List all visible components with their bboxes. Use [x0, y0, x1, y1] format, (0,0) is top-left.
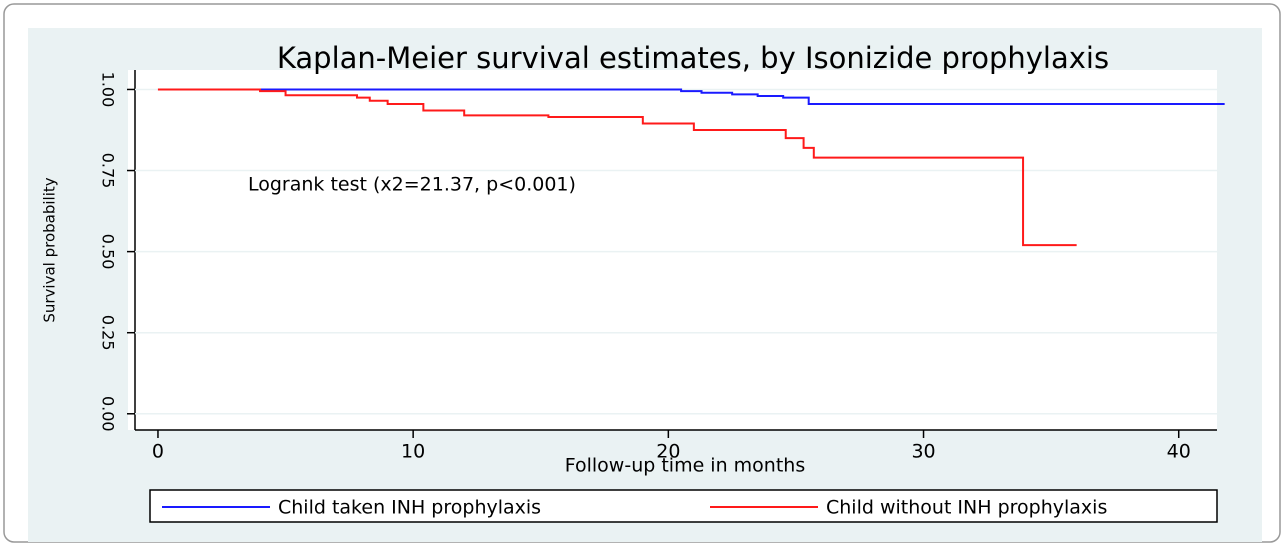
legend-label: Child without INH prophylaxis — [826, 497, 1107, 519]
y-tick-label: 0.50 — [98, 234, 117, 270]
legend — [149, 489, 1218, 523]
x-axis-label: Follow-up time in months — [565, 455, 806, 477]
y-axis-label: Survival probability — [41, 177, 59, 322]
x-tick-label: 0 — [152, 441, 164, 463]
survival-curve — [157, 88, 1077, 247]
x-tick-label: 30 — [911, 441, 935, 463]
plot-region — [128, 70, 1217, 430]
annotation: Logrank test (x2=21.37, p<0.001) — [248, 174, 576, 196]
x-tick-label: 10 — [401, 441, 425, 463]
y-tick-label: 1.00 — [99, 72, 118, 108]
y-tick-label: 0.75 — [99, 153, 118, 189]
survival-curve — [157, 88, 1225, 106]
chart-title: Kaplan-Meier survival estimates, by Ison… — [277, 41, 1109, 75]
y-tick-label: 0.00 — [99, 396, 118, 432]
x-tick-label: 20 — [656, 441, 680, 463]
legend-label: Child taken INH prophylaxis — [278, 497, 541, 519]
x-tick-label: 40 — [1167, 441, 1191, 463]
y-tick-label: 0.25 — [99, 315, 118, 351]
